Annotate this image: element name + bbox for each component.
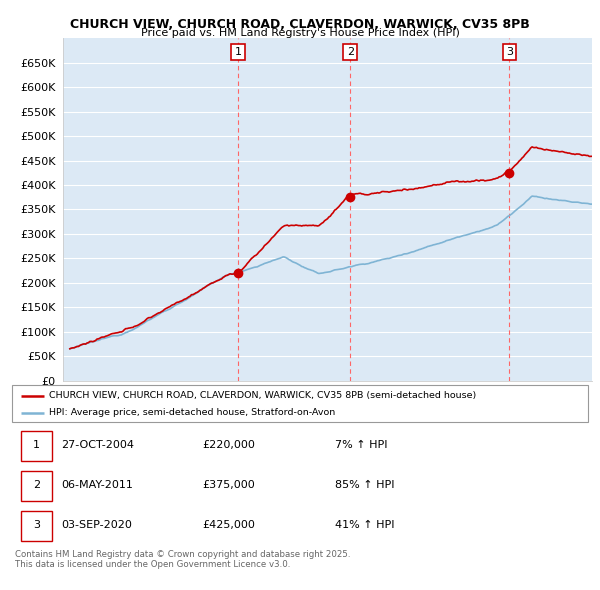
FancyBboxPatch shape (20, 471, 52, 501)
FancyBboxPatch shape (12, 385, 588, 422)
Text: 2: 2 (33, 480, 40, 490)
Text: CHURCH VIEW, CHURCH ROAD, CLAVERDON, WARWICK, CV35 8PB: CHURCH VIEW, CHURCH ROAD, CLAVERDON, WAR… (70, 18, 530, 31)
Text: 1: 1 (235, 47, 242, 57)
Text: £220,000: £220,000 (202, 440, 255, 450)
Text: £375,000: £375,000 (202, 480, 255, 490)
Text: 85% ↑ HPI: 85% ↑ HPI (335, 480, 394, 490)
Text: CHURCH VIEW, CHURCH ROAD, CLAVERDON, WARWICK, CV35 8PB (semi-detached house): CHURCH VIEW, CHURCH ROAD, CLAVERDON, WAR… (49, 391, 476, 400)
Text: 3: 3 (506, 47, 513, 57)
Text: Contains HM Land Registry data © Crown copyright and database right 2025.
This d: Contains HM Land Registry data © Crown c… (15, 550, 350, 569)
Text: 03-SEP-2020: 03-SEP-2020 (61, 520, 132, 530)
Text: 41% ↑ HPI: 41% ↑ HPI (335, 520, 394, 530)
Text: 7% ↑ HPI: 7% ↑ HPI (335, 440, 387, 450)
Text: 27-OCT-2004: 27-OCT-2004 (61, 440, 134, 450)
Text: 3: 3 (33, 520, 40, 530)
Text: 1: 1 (33, 440, 40, 450)
Text: Price paid vs. HM Land Registry's House Price Index (HPI): Price paid vs. HM Land Registry's House … (140, 28, 460, 38)
Text: HPI: Average price, semi-detached house, Stratford-on-Avon: HPI: Average price, semi-detached house,… (49, 408, 335, 417)
Text: 06-MAY-2011: 06-MAY-2011 (61, 480, 133, 490)
FancyBboxPatch shape (20, 431, 52, 461)
Text: £425,000: £425,000 (202, 520, 255, 530)
FancyBboxPatch shape (20, 511, 52, 541)
Text: 2: 2 (347, 47, 354, 57)
